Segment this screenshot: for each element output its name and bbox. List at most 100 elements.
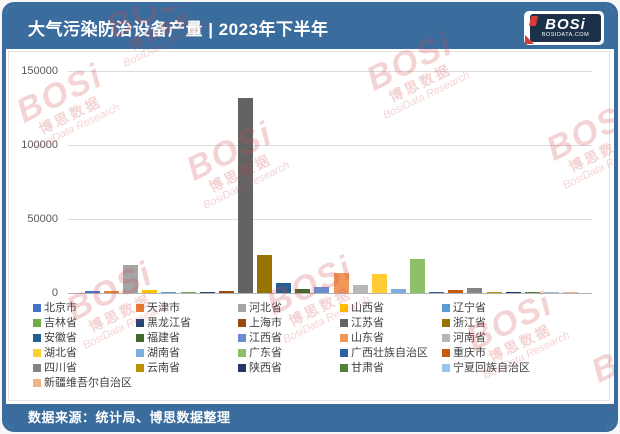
gridline: [68, 71, 592, 72]
legend-swatch-icon: [442, 334, 450, 342]
brand-logo-panel: BOSi BOSIDATA.COM: [530, 13, 601, 42]
legend-swatch-icon: [33, 319, 41, 327]
legend-item-重庆市: 重庆市: [442, 347, 486, 359]
legend-label: 重庆市: [453, 347, 486, 359]
bar-广东省: [410, 259, 425, 293]
legend-item-湖北省: 湖北省: [33, 347, 77, 359]
legend-label: 湖南省: [147, 347, 180, 359]
legend-swatch-icon: [136, 319, 144, 327]
legend-swatch-icon: [238, 319, 246, 327]
legend-item-辽宁省: 辽宁省: [442, 302, 486, 314]
legend-label: 山东省: [351, 332, 384, 344]
legend-swatch-icon: [136, 364, 144, 372]
legend-label: 河南省: [453, 332, 486, 344]
legend-label: 江苏省: [351, 317, 384, 329]
bar-宁夏回族自治区: [544, 292, 559, 293]
legend-item-山西省: 山西省: [340, 302, 384, 314]
bar-福建省: [295, 289, 310, 293]
legend-swatch-icon: [33, 334, 41, 342]
legend-swatch-icon: [238, 334, 246, 342]
legend-item-四川省: 四川省: [33, 362, 77, 374]
legend-item-甘肃省: 甘肃省: [340, 362, 384, 374]
bar-重庆市: [448, 290, 463, 293]
bar-天津市: [104, 291, 119, 293]
legend-label: 广东省: [249, 347, 282, 359]
bar-吉林省: [181, 292, 196, 293]
legend-item-广东省: 广东省: [238, 347, 282, 359]
legend-swatch-icon: [238, 304, 246, 312]
y-axis-tick-label: 0: [51, 287, 58, 299]
brand-logo: BOSi BOSIDATA.COM: [524, 10, 604, 45]
legend-label: 天津市: [147, 302, 180, 314]
legend-label: 山西省: [351, 302, 384, 314]
legend-item-宁夏回族自治区: 宁夏回族自治区: [442, 362, 530, 374]
legend-label: 广西壮族自治区: [351, 347, 428, 359]
x-axis-line: [68, 293, 592, 294]
bar-江苏省: [238, 98, 253, 293]
legend-item-新疆维吾尔自治区: 新疆维吾尔自治区: [33, 377, 132, 389]
legend-swatch-icon: [33, 349, 41, 357]
bar-广西壮族自治区: [429, 292, 444, 293]
bar-黑龙江省: [200, 292, 215, 293]
bar-甘肃省: [525, 292, 540, 293]
legend-label: 云南省: [147, 362, 180, 374]
bar-北京市: [85, 291, 100, 293]
legend-item-湖南省: 湖南省: [136, 347, 180, 359]
legend-swatch-icon: [136, 349, 144, 357]
legend-label: 江西省: [249, 332, 282, 344]
legend-swatch-icon: [340, 334, 348, 342]
legend-swatch-icon: [442, 319, 450, 327]
legend-label: 安徽省: [44, 332, 77, 344]
legend-label: 吉林省: [44, 317, 77, 329]
bar-江西省: [314, 287, 329, 293]
bar-湖北省: [372, 274, 387, 293]
legend-item-吉林省: 吉林省: [33, 317, 77, 329]
legend-item-北京市: 北京市: [33, 302, 77, 314]
bar-安徽省: [276, 283, 291, 293]
legend-swatch-icon: [136, 334, 144, 342]
legend-item-福建省: 福建省: [136, 332, 180, 344]
legend-label: 四川省: [44, 362, 77, 374]
legend-item-天津市: 天津市: [136, 302, 180, 314]
legend-swatch-icon: [33, 379, 41, 387]
legend-swatch-icon: [238, 364, 246, 372]
legend-item-河北省: 河北省: [238, 302, 282, 314]
legend-item-浙江省: 浙江省: [442, 317, 486, 329]
legend-item-河南省: 河南省: [442, 332, 486, 344]
legend-label: 新疆维吾尔自治区: [44, 377, 132, 389]
y-axis-tick-label: 100000: [21, 139, 58, 151]
legend-label: 上海市: [249, 317, 282, 329]
bar-云南省: [487, 292, 502, 293]
legend-swatch-icon: [33, 304, 41, 312]
legend-item-上海市: 上海市: [238, 317, 282, 329]
legend-item-江西省: 江西省: [238, 332, 282, 344]
legend-item-陕西省: 陕西省: [238, 362, 282, 374]
legend-swatch-icon: [340, 304, 348, 312]
footer-bar: 数据来源：统计局、博思数据整理: [6, 404, 614, 428]
bar-上海市: [219, 291, 234, 293]
bar-新疆维吾尔自治区: [563, 292, 578, 293]
legend-label: 浙江省: [453, 317, 486, 329]
y-axis-tick-label: 150000: [21, 65, 58, 77]
brand-logo-text: BOSi: [545, 15, 586, 33]
legend-item-江苏省: 江苏省: [340, 317, 384, 329]
legend-swatch-icon: [442, 304, 450, 312]
legend-item-安徽省: 安徽省: [33, 332, 77, 344]
legend-label: 陕西省: [249, 362, 282, 374]
bar-陕西省: [506, 292, 521, 293]
bar-浙江省: [257, 255, 272, 293]
gridline: [68, 219, 592, 220]
logo-red-triangle-icon: [525, 34, 534, 44]
legend-label: 湖北省: [44, 347, 77, 359]
legend-swatch-icon: [33, 364, 41, 372]
bar-河北省: [123, 265, 138, 293]
legend-swatch-icon: [340, 364, 348, 372]
bar-山西省: [142, 290, 157, 293]
header-bar: 大气污染防治设备产量 | 2023年下半年 BOSi BOSIDATA.COM: [6, 6, 614, 49]
legend-swatch-icon: [136, 304, 144, 312]
chart-area: [8, 51, 610, 401]
data-source-text: 数据来源：统计局、博思数据整理: [28, 409, 231, 425]
legend-item-山东省: 山东省: [340, 332, 384, 344]
bar-山东省: [334, 273, 349, 293]
